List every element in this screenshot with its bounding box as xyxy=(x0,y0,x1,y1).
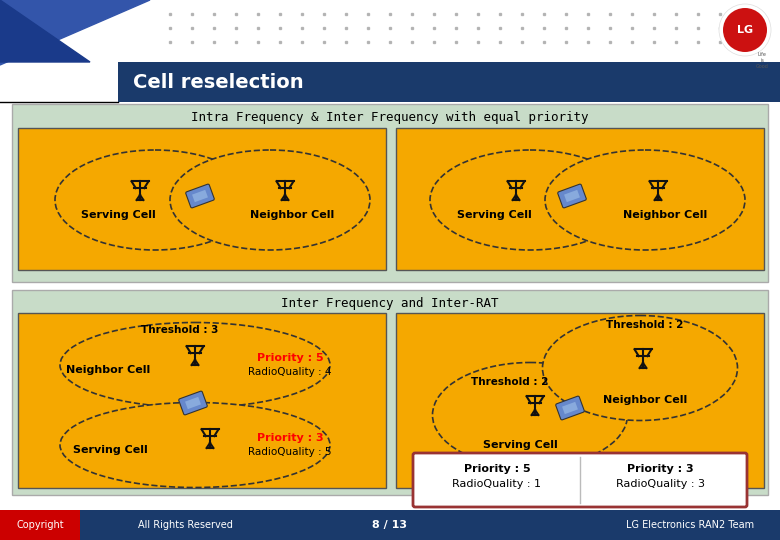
Text: Neighbor Cell: Neighbor Cell xyxy=(603,395,687,405)
Text: Priority : 5: Priority : 5 xyxy=(257,353,324,363)
FancyBboxPatch shape xyxy=(186,184,214,208)
Ellipse shape xyxy=(543,315,738,421)
Text: Cell reselection: Cell reselection xyxy=(133,73,303,92)
Text: Threshold : 3: Threshold : 3 xyxy=(141,325,218,335)
Circle shape xyxy=(719,4,771,56)
FancyBboxPatch shape xyxy=(558,184,587,208)
Text: Inter Frequency and Inter-RAT: Inter Frequency and Inter-RAT xyxy=(282,296,498,309)
FancyBboxPatch shape xyxy=(562,402,578,414)
Text: Life
is
Good: Life is Good xyxy=(756,52,768,69)
Text: All Rights Reserved: All Rights Reserved xyxy=(137,520,232,530)
Text: Neighbor Cell: Neighbor Cell xyxy=(623,210,707,220)
Text: RadioQuality : 5: RadioQuality : 5 xyxy=(248,447,332,457)
FancyBboxPatch shape xyxy=(413,453,747,507)
Ellipse shape xyxy=(60,322,330,408)
Ellipse shape xyxy=(432,362,627,468)
FancyBboxPatch shape xyxy=(12,290,768,495)
FancyBboxPatch shape xyxy=(564,190,580,202)
Text: Neighbor Cell: Neighbor Cell xyxy=(250,210,334,220)
Text: Priority : 3: Priority : 3 xyxy=(626,464,693,474)
Ellipse shape xyxy=(430,150,630,250)
FancyBboxPatch shape xyxy=(179,391,207,415)
Circle shape xyxy=(723,8,767,52)
Text: Threshold : 2: Threshold : 2 xyxy=(471,377,548,387)
FancyBboxPatch shape xyxy=(18,128,386,270)
Text: Serving Cell: Serving Cell xyxy=(483,440,558,450)
Text: Intra Frequency & Inter Frequency with equal priority: Intra Frequency & Inter Frequency with e… xyxy=(191,111,589,125)
Text: Serving Cell: Serving Cell xyxy=(73,445,147,455)
Text: Serving Cell: Serving Cell xyxy=(80,210,155,220)
FancyBboxPatch shape xyxy=(185,397,201,409)
Polygon shape xyxy=(0,0,150,65)
Ellipse shape xyxy=(60,402,330,488)
FancyBboxPatch shape xyxy=(396,313,764,488)
Text: Priority : 5: Priority : 5 xyxy=(463,464,530,474)
FancyBboxPatch shape xyxy=(0,510,780,540)
Text: LG Electronics RAN2 Team: LG Electronics RAN2 Team xyxy=(626,520,754,530)
FancyBboxPatch shape xyxy=(555,396,584,420)
FancyBboxPatch shape xyxy=(396,128,764,270)
FancyBboxPatch shape xyxy=(192,190,208,202)
Ellipse shape xyxy=(545,150,745,250)
Text: Threshold : 2: Threshold : 2 xyxy=(606,320,684,330)
Text: Copyright: Copyright xyxy=(16,520,64,530)
Ellipse shape xyxy=(55,150,255,250)
Text: Neighbor Cell: Neighbor Cell xyxy=(66,365,150,375)
FancyBboxPatch shape xyxy=(0,0,780,62)
Text: RadioQuality : 1: RadioQuality : 1 xyxy=(452,479,541,489)
FancyBboxPatch shape xyxy=(18,313,386,488)
Ellipse shape xyxy=(170,150,370,250)
FancyBboxPatch shape xyxy=(12,104,768,282)
Text: 8 / 13: 8 / 13 xyxy=(373,520,407,530)
Text: RadioQuality : 4: RadioQuality : 4 xyxy=(248,367,332,377)
FancyBboxPatch shape xyxy=(118,62,780,102)
Text: RadioQuality : 3: RadioQuality : 3 xyxy=(615,479,704,489)
Text: Serving Cell: Serving Cell xyxy=(456,210,531,220)
FancyBboxPatch shape xyxy=(0,510,80,540)
Text: Priority : 3: Priority : 3 xyxy=(257,433,324,443)
Polygon shape xyxy=(0,0,90,62)
Text: LG: LG xyxy=(737,25,753,35)
